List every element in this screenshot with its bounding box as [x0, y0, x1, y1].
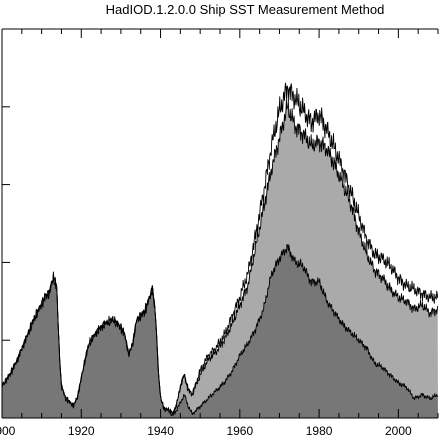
x-tick-label-2000: 2000 [385, 424, 412, 438]
chart-title: HadIOD.1.2.0.0 Ship SST Measurement Meth… [106, 2, 385, 17]
x-tick-label-1900: 1900 [0, 424, 16, 438]
axes [1, 28, 439, 419]
lower-area [2, 244, 438, 418]
x-tick-label-1940: 1940 [147, 424, 174, 438]
area-layers [2, 99, 438, 418]
x-tick-label-1960: 1960 [226, 424, 253, 438]
series-lines [1, 82, 439, 417]
x-tick-labels: 1900 1920 1940 1960 1980 2000 [0, 424, 412, 438]
top-series-line [1, 82, 439, 414]
x-tick-label-1920: 1920 [68, 424, 95, 438]
x-tick-label-1980: 1980 [306, 424, 333, 438]
